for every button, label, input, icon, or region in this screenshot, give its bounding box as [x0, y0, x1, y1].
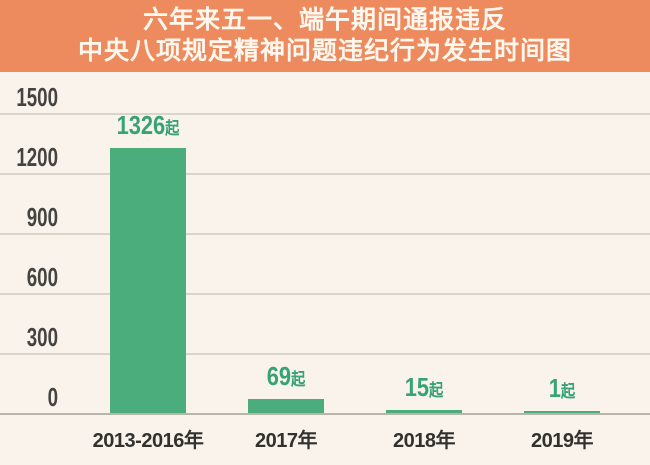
gridline-600	[0, 293, 650, 295]
y-axis-tick-label: 600	[26, 262, 58, 292]
bar-value-label: 1326起	[90, 112, 206, 143]
bar-value-number: 1	[548, 373, 561, 403]
y-axis-tick-label: 0	[47, 382, 58, 412]
bar-value-unit: 起	[165, 119, 180, 138]
bar-value-number: 1326	[116, 110, 166, 140]
bar-2013-2016	[110, 148, 186, 413]
bar-2019	[524, 411, 600, 413]
bar-value-number: 69	[266, 361, 292, 391]
gridline-baseline	[0, 413, 650, 415]
y-axis-tick-label: 900	[26, 202, 58, 232]
gridline-1200	[0, 173, 650, 175]
chart-title-line-2: 中央八项规定精神问题违纪行为发生时间图	[77, 37, 572, 65]
gridline-300	[0, 353, 650, 355]
bar-column-2018: 15起 2018年	[355, 72, 493, 465]
bar-2017	[248, 399, 324, 413]
bar-2018	[386, 410, 462, 413]
y-axis-tick-label: 300	[26, 322, 58, 352]
title-banner: 六年来五一、端午期间通报违反 中央八项规定精神问题违纪行为发生时间图	[0, 0, 650, 72]
y-axis-tick-label: 1200	[16, 142, 58, 172]
y-axis-tick-label: 1500	[16, 82, 58, 112]
bar-column-2017: 69起 2017年	[217, 72, 355, 465]
gridline-900	[0, 233, 650, 235]
x-axis-label: 2019年	[531, 430, 594, 452]
bar-value-label: 1起	[504, 375, 620, 406]
bar-value-label: 69起	[228, 363, 344, 394]
bar-value-label: 15起	[366, 374, 482, 405]
bar-chart: 1500 1200 900 600 300 0 1326起 2013-2016年…	[0, 72, 650, 465]
chart-title-line-1: 六年来五一、端午期间通报违反	[142, 6, 507, 34]
bar-value-unit: 起	[291, 370, 306, 389]
bar-value-unit: 起	[560, 382, 576, 401]
gridline-1500	[0, 113, 650, 115]
bar-value-number: 15	[404, 372, 430, 402]
x-axis-label: 2013-2016年	[92, 430, 204, 452]
x-axis-label: 2017年	[255, 430, 318, 452]
bar-value-unit: 起	[429, 381, 444, 400]
x-axis-label: 2018年	[393, 430, 456, 452]
bar-column-2013-2016: 1326起 2013-2016年	[79, 72, 217, 465]
bar-column-2019: 1起 2019年	[493, 72, 631, 465]
